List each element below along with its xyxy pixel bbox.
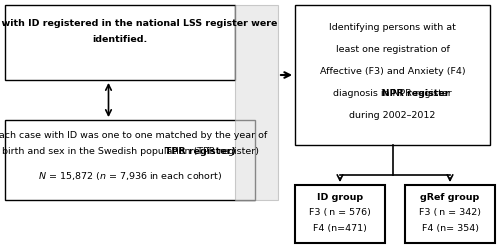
Text: Affective (F3) and Anxiety (F4): Affective (F3) and Anxiety (F4)	[320, 66, 466, 75]
Text: F3 ( ​n = 342): F3 ( ​n = 342)	[419, 209, 481, 217]
Text: diagnosis in NPR register: diagnosis in NPR register	[333, 89, 452, 97]
Text: Each case with ID was one to one matched by the year of: Each case with ID was one to one matched…	[0, 131, 267, 141]
Bar	[5, 120, 255, 200]
Text: Identifying persons with at: Identifying persons with at	[329, 23, 456, 31]
Bar	[295, 5, 490, 145]
Text: F4 (n= 354): F4 (n= 354)	[422, 223, 478, 233]
Bar	[5, 5, 235, 80]
Text: F4 (n=471): F4 (n=471)	[313, 223, 367, 233]
Text: NPR register: NPR register	[336, 89, 449, 97]
Bar	[235, 5, 278, 200]
Text: during 2002–2012: during 2002–2012	[350, 111, 436, 120]
Text: ID group: ID group	[317, 192, 363, 201]
Text: gRef group: gRef group	[420, 192, 480, 201]
Text: birth and sex in the Swedish population (TPR register): birth and sex in the Swedish population …	[2, 148, 258, 156]
Text: identified.: identified.	[92, 34, 148, 43]
Bar	[405, 185, 495, 243]
Text: $\it{N}$ = 15,872 ($\it{n}$ = 7,936 in each cohort): $\it{N}$ = 15,872 ($\it{n}$ = 7,936 in e…	[38, 170, 222, 182]
Text: TPR register): TPR register)	[24, 148, 236, 156]
Bar	[295, 185, 385, 243]
Text: least one registration of: least one registration of	[336, 44, 450, 54]
Text: F3 ( ​n = 576): F3 ( ​n = 576)	[309, 209, 371, 217]
Text: People with ID registered in the national LSS register were: People with ID registered in the nationa…	[0, 19, 278, 28]
